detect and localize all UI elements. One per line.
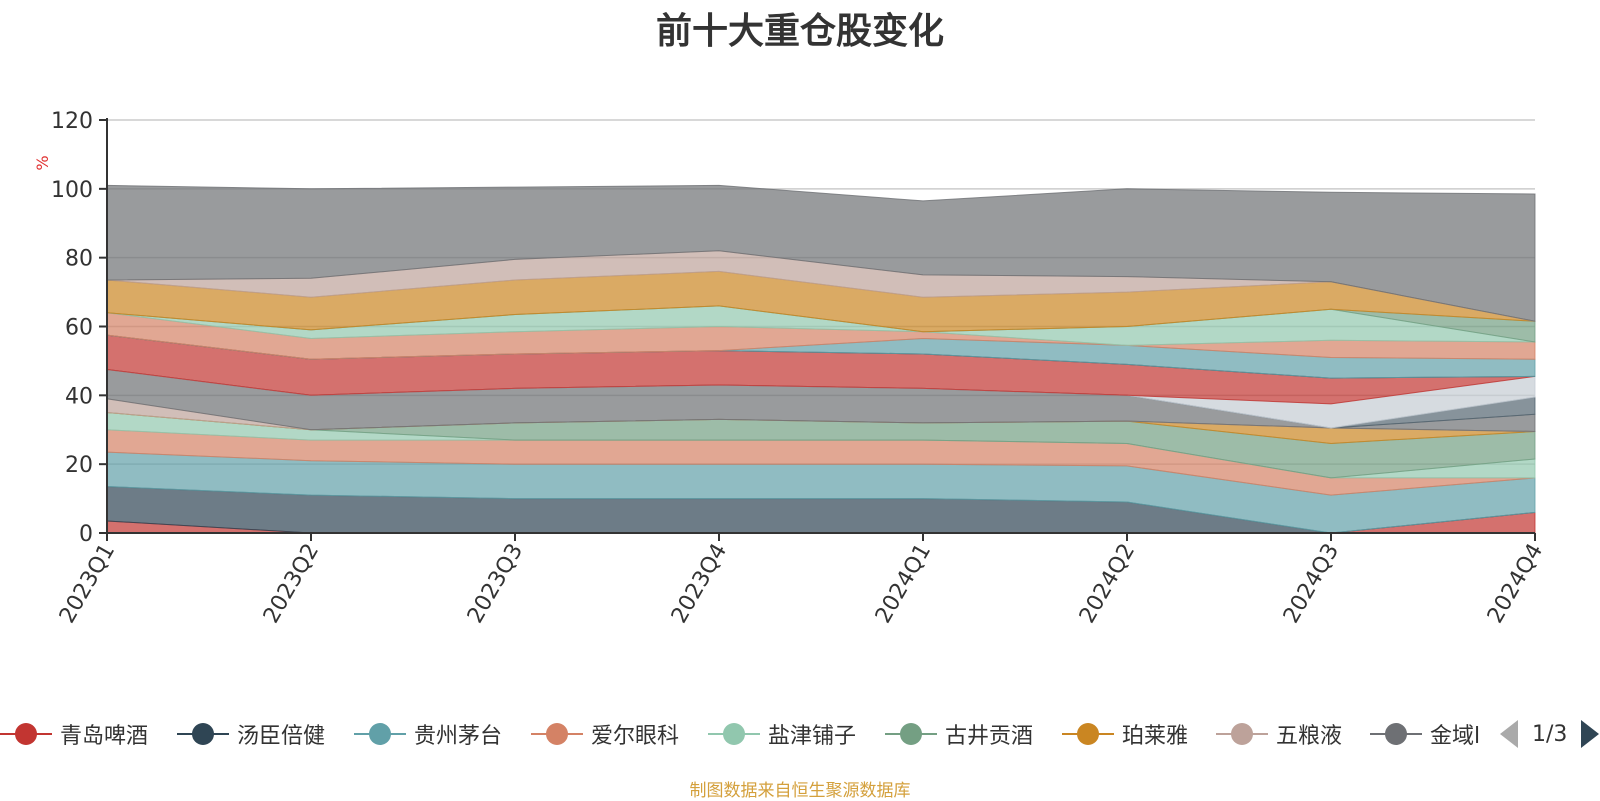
legend-item-1[interactable]: 青岛啤酒 (0, 714, 148, 754)
legend-marker-icon (531, 719, 583, 749)
legend-marker-icon (885, 719, 937, 749)
legend-pager: 1/3 (1500, 714, 1600, 754)
triangle-right-icon[interactable] (1581, 720, 1600, 748)
x-tick-label-2: 2023Q3 (463, 540, 528, 628)
legend-item-7[interactable]: 珀莱雅 (1062, 714, 1188, 754)
legend-marker-icon (1370, 719, 1422, 749)
y-tick-label-3: 60 (65, 316, 93, 341)
legend-item-8[interactable]: 五粮液 (1216, 714, 1342, 754)
y-tick-label-1: 20 (65, 453, 93, 478)
x-tick-label-4: 2024Q1 (871, 540, 936, 628)
legend-label: 古井贡酒 (945, 724, 1034, 749)
x-tick-label-7: 2024Q4 (1483, 540, 1548, 628)
y-tick-label-0: 0 (79, 522, 93, 547)
legend-marker-icon (354, 719, 406, 749)
source-note: 制图数据来自恒生聚源数据库 (689, 781, 911, 801)
legend-item-9[interactable]: 金域l (1370, 714, 1480, 754)
legend-label: 爱尔眼科 (591, 724, 680, 749)
legend-item-5[interactable]: 盐津铺子 (708, 714, 856, 754)
legend-marker-icon (0, 719, 52, 749)
y-tick-label-4: 80 (65, 247, 93, 272)
legend-label: 青岛啤酒 (60, 724, 149, 749)
y-tick-label-5: 100 (51, 178, 93, 203)
x-tick-label-0: 2023Q1 (55, 540, 120, 628)
legend-page-indicator: 1/3 (1532, 721, 1568, 747)
chart-title: 前十大重仓股变化 (655, 11, 944, 52)
legend-marker-icon (1216, 719, 1268, 749)
legend-label: 金域l (1430, 724, 1481, 749)
x-tick-label-1: 2023Q2 (259, 540, 324, 628)
legend: 青岛啤酒 汤臣倍健 贵州茅台 爱尔眼科 盐津铺子 古井贡酒 珀莱雅 五粮液 金域l (0, 714, 1600, 754)
legend-marker-icon (708, 719, 760, 749)
y-tick-label-2: 40 (65, 384, 93, 409)
legend-marker-icon (1062, 719, 1114, 749)
y-tick-label-6: 120 (51, 109, 93, 134)
triangle-left-icon[interactable] (1500, 720, 1518, 748)
legend-label: 珀莱雅 (1122, 724, 1189, 749)
legend-item-2[interactable]: 汤臣倍健 (177, 714, 325, 754)
y-axis-unit-label: % (33, 155, 52, 170)
legend-marker-icon (177, 719, 229, 749)
legend-item-4[interactable]: 爱尔眼科 (531, 714, 679, 754)
legend-item-6[interactable]: 古井贡酒 (885, 714, 1033, 754)
legend-label: 盐津铺子 (768, 724, 857, 749)
legend-label: 五粮液 (1276, 724, 1343, 749)
x-tick-label-5: 2024Q2 (1075, 540, 1140, 628)
legend-label: 贵州茅台 (414, 724, 503, 749)
legend-label: 汤臣倍健 (237, 724, 326, 749)
area-series-20[interactable] (106, 184, 1536, 322)
x-tick-label-3: 2023Q4 (667, 540, 732, 628)
x-tick-label-6: 2024Q3 (1279, 540, 1344, 628)
area-series-group (106, 184, 1536, 534)
legend-item-3[interactable]: 贵州茅台 (354, 714, 502, 754)
